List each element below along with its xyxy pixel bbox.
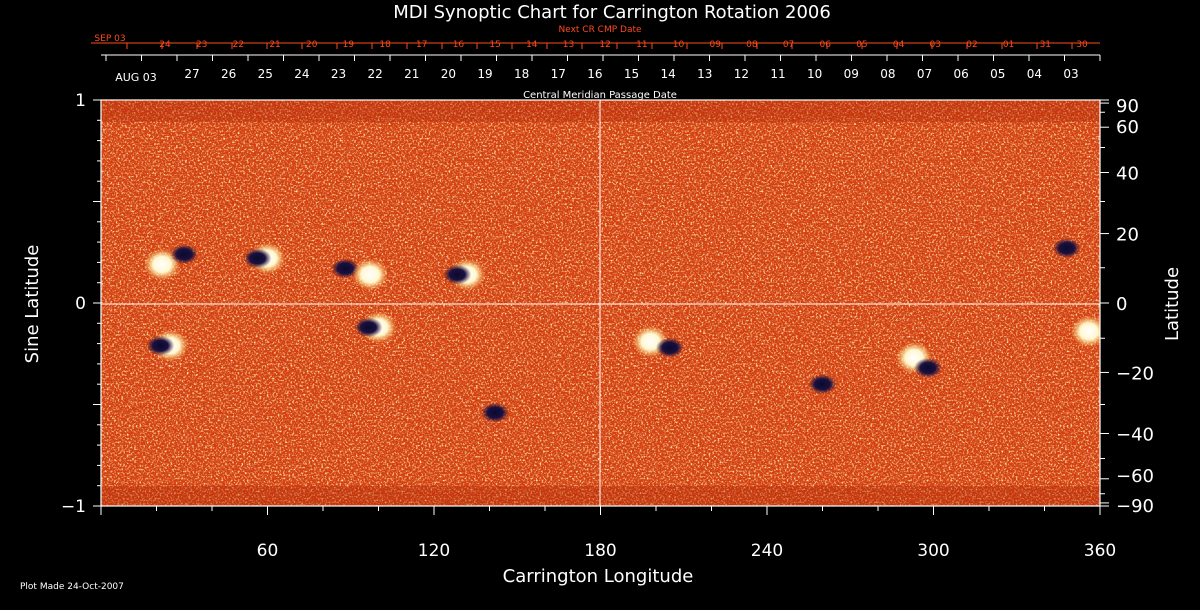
x-tick-label: 300 bbox=[917, 541, 949, 561]
active-region-negative bbox=[331, 258, 360, 279]
next-cr-date-label: 14 bbox=[526, 40, 538, 50]
cmp-date-label: 14 bbox=[660, 67, 675, 81]
cmp-date-label: 04 bbox=[1027, 67, 1042, 81]
next-cr-date-label: 16 bbox=[453, 40, 465, 50]
y-tick-label-right: 90 bbox=[1116, 96, 1139, 117]
y-tick-label-right: −40 bbox=[1116, 424, 1154, 445]
cmp-date-label: 07 bbox=[917, 67, 932, 81]
x-tick-label: 240 bbox=[751, 541, 783, 561]
active-region-negative bbox=[1052, 238, 1081, 259]
top-date-axis: SEP 03 24 23 22 21 20 19 18 17 16 15 14 13 12 11 10 09 08… bbox=[91, 34, 1101, 84]
next-cr-date-label: 30 bbox=[1076, 40, 1088, 50]
cmp-date-label: 09 bbox=[844, 67, 859, 81]
y-tick-label-left: 1 bbox=[75, 91, 86, 111]
cmp-date-label: 22 bbox=[367, 67, 382, 81]
next-cr-date-label: SEP 03 bbox=[94, 34, 125, 44]
cmp-date-label: 26 bbox=[221, 67, 236, 81]
y-tick-label-right: −20 bbox=[1116, 363, 1154, 384]
x-tick-label: 120 bbox=[418, 541, 450, 561]
cmp-date-label: 21 bbox=[404, 67, 419, 81]
cmp-date-label: 19 bbox=[477, 67, 492, 81]
magnetogram-image bbox=[101, 100, 1100, 506]
active-region-negative bbox=[170, 244, 199, 265]
y-tick-label-right: 60 bbox=[1116, 117, 1139, 138]
cmp-date-label: 24 bbox=[294, 67, 309, 81]
next-cr-date-label: 31 bbox=[1040, 40, 1051, 50]
cmp-date-label: 27 bbox=[184, 67, 199, 81]
active-region-negative bbox=[443, 264, 472, 285]
next-cr-date-label: 09 bbox=[709, 40, 721, 50]
cmp-date-label: 17 bbox=[551, 67, 566, 81]
next-cr-date-label: 23 bbox=[196, 40, 207, 50]
next-cr-date-label: 18 bbox=[379, 40, 391, 50]
active-region-positive bbox=[352, 258, 389, 291]
next-cr-date-label: 07 bbox=[783, 40, 794, 50]
cmp-date-label: 08 bbox=[880, 67, 895, 81]
next-cr-date-label: 21 bbox=[269, 40, 280, 50]
cmp-date-label: Central Meridian Passage Date bbox=[523, 90, 677, 101]
cmp-date-label: 25 bbox=[258, 67, 273, 81]
next-cr-date-label: 19 bbox=[343, 40, 355, 50]
next-cr-date-label: 17 bbox=[416, 40, 427, 50]
next-cr-date-label: 22 bbox=[233, 40, 244, 50]
y-axis-title-left: Sine Latitude bbox=[22, 245, 43, 364]
y-tick-label-right: −90 bbox=[1116, 496, 1154, 517]
x-tick-label: 60 bbox=[257, 541, 279, 561]
cmp-date-label: AUG 03 bbox=[115, 71, 157, 84]
cmp-date-label: 20 bbox=[441, 67, 456, 81]
next-cr-label: Next CR CMP Date bbox=[558, 25, 642, 35]
y-tick-label-right: 20 bbox=[1116, 225, 1139, 246]
next-cr-date-label: 01 bbox=[1003, 40, 1014, 50]
cmp-date-label: 15 bbox=[624, 67, 639, 81]
next-cr-date-label: 04 bbox=[893, 40, 905, 50]
axes: 60 120 180 240 300 36010−1906040200−20−40−60−… bbox=[61, 91, 1154, 561]
y-tick-label-right: 0 bbox=[1116, 294, 1127, 315]
y-axis-title-right: Latitude bbox=[1162, 267, 1183, 341]
active-region-negative bbox=[146, 335, 175, 356]
cmp-date-label: 03 bbox=[1063, 67, 1078, 81]
x-tick-label: 180 bbox=[584, 541, 616, 561]
cmp-date-label: 06 bbox=[953, 67, 968, 81]
y-tick-label-left: −1 bbox=[61, 497, 86, 517]
cmp-date-label: 18 bbox=[514, 67, 529, 81]
next-cr-date-label: 12 bbox=[599, 40, 610, 50]
active-region-negative bbox=[808, 374, 837, 395]
y-tick-label-right: 40 bbox=[1116, 164, 1139, 185]
active-region-negative bbox=[913, 357, 942, 378]
y-tick-label-right: −60 bbox=[1116, 466, 1154, 487]
next-cr-date-label: 20 bbox=[306, 40, 318, 50]
y-tick-label-left: 0 bbox=[75, 294, 86, 314]
next-cr-date-label: 10 bbox=[673, 40, 685, 50]
active-region-negative bbox=[655, 337, 684, 358]
cmp-date-label: 11 bbox=[770, 67, 785, 81]
chart-title: MDI Synoptic Chart for Carrington Rotati… bbox=[393, 2, 831, 23]
next-cr-date-label: 11 bbox=[636, 40, 647, 50]
cmp-date-label: 05 bbox=[990, 67, 1005, 81]
next-cr-date-label: 03 bbox=[930, 40, 941, 50]
active-region-negative bbox=[481, 402, 510, 423]
cmp-date-label: 23 bbox=[331, 67, 346, 81]
cmp-date-label: 12 bbox=[734, 67, 749, 81]
active-region-negative bbox=[243, 248, 272, 269]
cmp-date-label: 16 bbox=[587, 67, 602, 81]
next-cr-date-label: 06 bbox=[820, 40, 832, 50]
next-cr-date-label: 02 bbox=[966, 40, 977, 50]
plot-date-footer: Plot Made 24-Oct-2007 bbox=[20, 582, 124, 592]
next-cr-date-label: 24 bbox=[159, 40, 171, 50]
active-region-positive bbox=[1070, 315, 1100, 348]
next-cr-date-label: 08 bbox=[746, 40, 758, 50]
active-region-negative bbox=[354, 317, 383, 338]
next-cr-date-label: 15 bbox=[489, 40, 500, 50]
x-axis-title: Carrington Longitude bbox=[503, 566, 694, 587]
cmp-date-label: 10 bbox=[807, 67, 822, 81]
x-tick-label: 360 bbox=[1084, 541, 1116, 561]
next-cr-date-label: 13 bbox=[563, 40, 574, 50]
cmp-date-label: 13 bbox=[697, 67, 712, 81]
